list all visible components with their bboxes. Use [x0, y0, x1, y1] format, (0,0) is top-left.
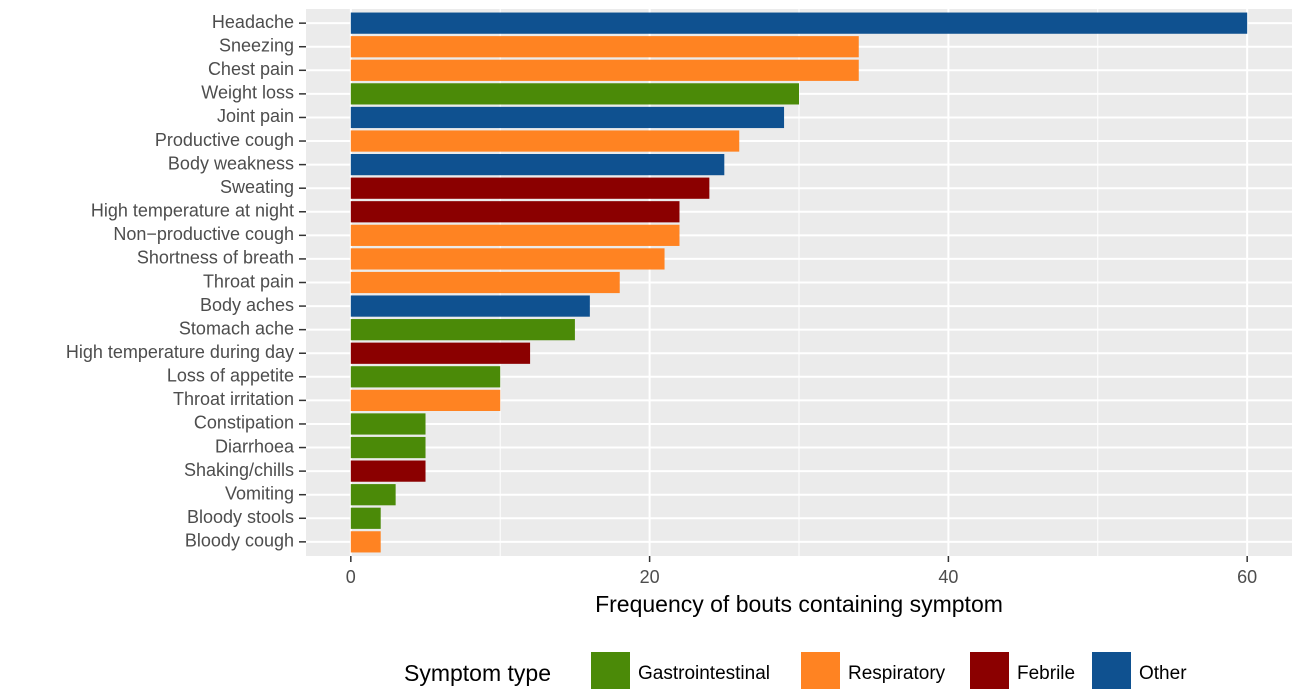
- y-tick-label: Productive cough: [155, 130, 294, 150]
- legend-key: [1092, 652, 1131, 691]
- legend-key: [801, 652, 840, 691]
- legend-label: Gastrointestinal: [638, 663, 770, 684]
- bar: [350, 484, 396, 506]
- legend-label: Other: [1139, 663, 1187, 684]
- x-tick-label: 40: [938, 567, 958, 587]
- y-tick-label: Vomiting: [225, 483, 294, 503]
- x-axis-title: Frequency of bouts containing symptom: [595, 591, 1003, 617]
- legend-label: Respiratory: [848, 663, 946, 684]
- y-tick-label: Headache: [212, 12, 294, 32]
- y-tick-label: Constipation: [194, 413, 294, 433]
- bar: [350, 460, 426, 482]
- y-tick-label: Throat pain: [203, 271, 294, 291]
- bar: [350, 59, 859, 81]
- x-tick-label: 20: [640, 567, 660, 587]
- y-tick-label: High temperature at night: [91, 201, 294, 221]
- bar: [350, 177, 710, 199]
- bar: [350, 413, 426, 435]
- y-tick-label: Bloody cough: [185, 531, 294, 551]
- y-tick-label: Bloody stools: [187, 507, 294, 527]
- x-tick-label: 60: [1237, 567, 1257, 587]
- y-tick-label: Sneezing: [219, 35, 294, 55]
- bar: [350, 201, 680, 223]
- bar: [350, 106, 785, 129]
- x-tick-label: 0: [346, 567, 356, 587]
- bar: [350, 319, 575, 341]
- y-tick-label: Diarrhoea: [215, 436, 295, 456]
- bar: [350, 531, 381, 553]
- bar: [350, 342, 531, 364]
- legend-key: [970, 652, 1009, 691]
- legend-label: Febrile: [1017, 663, 1075, 684]
- y-tick-label: Body aches: [200, 295, 294, 315]
- y-tick-label: Stomach ache: [179, 318, 294, 338]
- bar: [350, 436, 426, 459]
- y-tick-label: Joint pain: [217, 106, 294, 126]
- bar: [350, 389, 501, 411]
- bar: [350, 36, 859, 58]
- y-tick-label: Loss of appetite: [167, 366, 294, 386]
- bar: [350, 154, 725, 176]
- y-tick-label: Weight loss: [201, 83, 294, 103]
- y-tick-label: High temperature during day: [66, 342, 294, 362]
- y-tick-label: Non−productive cough: [113, 224, 294, 244]
- bar: [350, 295, 590, 317]
- y-tick-label: Sweating: [220, 177, 294, 197]
- legend-title: Symptom type: [404, 660, 551, 686]
- bar: [350, 271, 620, 294]
- bar: [350, 248, 665, 270]
- bar: [350, 83, 799, 105]
- bar: [350, 507, 381, 529]
- y-tick-label: Body weakness: [168, 153, 294, 173]
- y-tick-label: Chest pain: [208, 59, 294, 79]
- legend-key: [591, 652, 630, 691]
- y-tick-label: Shaking/chills: [184, 460, 294, 480]
- y-tick-label: Throat irritation: [173, 389, 294, 409]
- bar: [350, 224, 680, 246]
- bar: [350, 366, 501, 388]
- y-tick-label: Shortness of breath: [137, 248, 294, 268]
- bar: [350, 12, 1248, 34]
- bar: [350, 130, 740, 152]
